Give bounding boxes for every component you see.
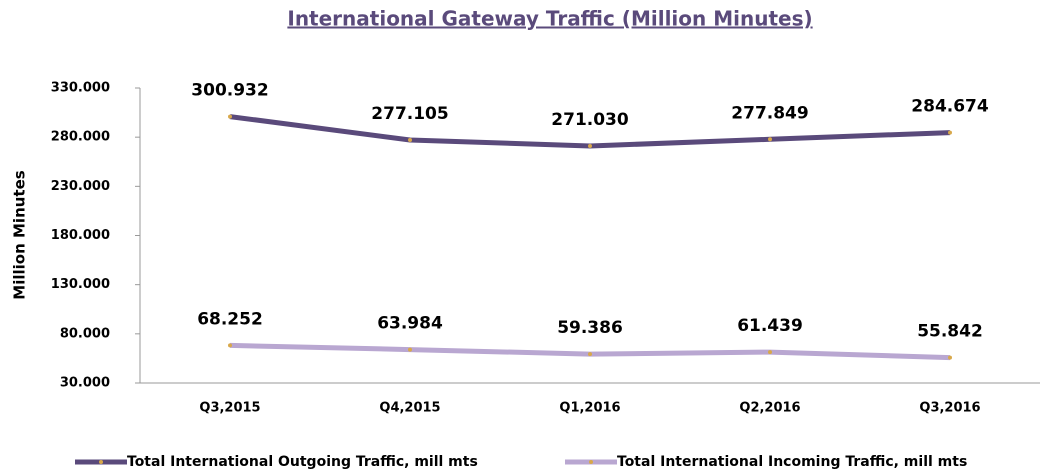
legend-marker	[589, 460, 593, 464]
y-tick-label: 330.000	[51, 81, 110, 96]
data-label: 61.439	[737, 316, 803, 336]
x-tick-label: Q4,2015	[379, 401, 440, 416]
point-marker	[588, 143, 592, 148]
data-label: 277.105	[371, 104, 448, 124]
data-label: 300.932	[191, 81, 268, 101]
y-tick-label: 180.000	[51, 228, 110, 243]
x-tick-label: Q2,2016	[739, 401, 800, 416]
y-tick-label: 230.000	[51, 179, 110, 194]
chart-title: International Gateway Traffic (Million M…	[287, 7, 812, 31]
data-label: 59.386	[557, 318, 623, 338]
point-marker	[768, 137, 772, 142]
data-label: 277.849	[731, 103, 808, 123]
data-label: 271.030	[551, 110, 629, 130]
point-marker	[948, 355, 952, 360]
x-tick-label: Q3,2016	[919, 401, 980, 416]
data-label: 63.984	[377, 314, 443, 334]
data-label: 55.842	[917, 322, 983, 342]
point-marker	[228, 343, 232, 348]
point-marker	[228, 114, 232, 119]
x-tick-label: Q1,2016	[559, 401, 620, 416]
data-label: 68.252	[197, 309, 263, 329]
point-marker	[948, 130, 952, 135]
legend-label: Total International Outgoing Traffic, mi…	[127, 454, 478, 470]
point-marker	[588, 352, 592, 357]
legend-label: Total International Incoming Traffic, mi…	[617, 454, 967, 470]
y-tick-label: 280.000	[51, 130, 110, 145]
y-tick-label: 130.000	[51, 277, 110, 292]
y-tick-label: 80.000	[60, 326, 110, 341]
y-axis-title: Million Minutes	[11, 170, 29, 299]
point-marker	[768, 350, 772, 355]
y-tick-label: 30.000	[60, 376, 110, 391]
data-label: 284.674	[911, 97, 989, 117]
legend-marker	[99, 460, 103, 464]
point-marker	[408, 138, 412, 143]
x-tick-label: Q3,2015	[199, 401, 260, 416]
point-marker	[408, 347, 412, 352]
